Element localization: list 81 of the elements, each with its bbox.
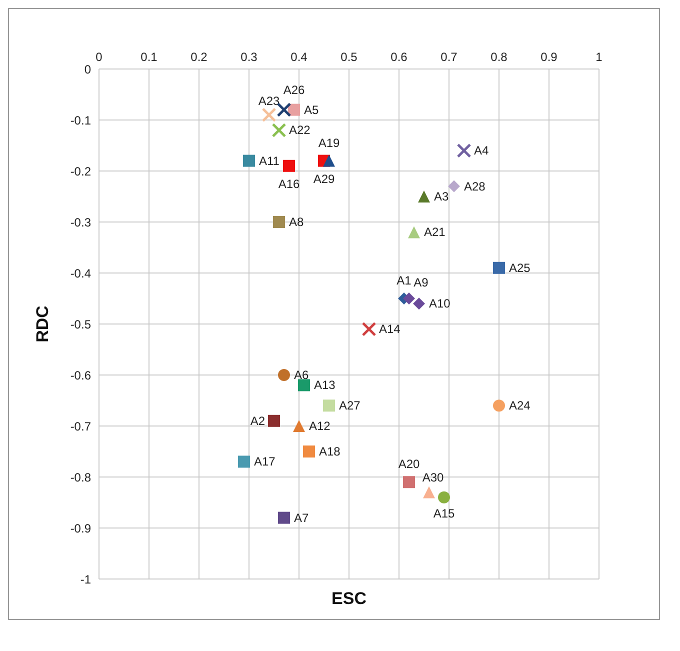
series-label: A28 [464,179,486,194]
point [323,400,335,412]
y-tick-label: -0.8 [70,470,92,484]
x-tick-label: 0.3 [240,50,258,64]
series-label: A5 [304,102,320,117]
x-tick-label: 0.4 [290,50,308,64]
series-label: A6 [294,368,310,382]
series-label: A10 [429,296,451,311]
y-tick-label: -0.7 [70,419,92,434]
point [418,190,430,202]
series-label: A1 [396,274,412,288]
series-label: A18 [319,444,341,458]
x-tick-label: 0 [96,50,103,64]
y-tick-label: -0.2 [70,164,92,178]
y-axis-title: RDC [33,306,52,342]
series-label: A24 [509,398,531,413]
y-tick-label: -0.6 [70,368,92,382]
point [273,216,285,228]
point [456,143,472,158]
point [278,369,290,381]
y-tick-label: -0.3 [70,215,92,230]
series-label: A30 [422,470,444,484]
series-label: A22 [289,123,311,138]
series-label: A15 [433,506,455,520]
point [283,160,295,172]
series-label: A21 [424,225,446,240]
series-label: A4 [474,144,490,158]
point [323,154,335,167]
point [268,414,280,427]
point [362,322,376,336]
y-tick-label: -1 [80,572,92,586]
series-label: A14 [379,322,401,336]
series-label: A8 [289,215,304,229]
x-tick-label: 0.8 [490,50,508,64]
series-label: A26 [283,82,305,97]
y-tick-label: 0 [84,62,92,76]
y-tick-label: -0.4 [70,266,92,280]
x-tick-label: 0.9 [540,50,558,64]
point [493,400,505,412]
series-label: A23 [258,94,280,108]
series-label: A27 [339,398,361,413]
series-label: A13 [314,378,336,392]
x-tick-label: 0.5 [340,50,358,64]
x-axis-title: ESC [330,589,368,609]
y-tick-label: -0.1 [70,113,92,128]
series-label: A2 [250,414,266,428]
point [303,446,315,458]
x-tick-label: 0.1 [140,50,158,64]
point [278,512,290,524]
series-label: A29 [313,172,335,186]
point [403,292,415,304]
x-tick-label: 1 [596,50,603,64]
point [243,154,255,167]
point [262,108,276,122]
series-label: A3 [434,190,450,204]
series-label: A9 [414,276,429,290]
series-label: A17 [254,454,276,469]
point [298,379,310,392]
series-label: A25 [509,260,531,275]
point [438,491,450,504]
x-tick-label: 0.2 [190,50,208,64]
series-label: A20 [398,457,420,472]
point [493,262,505,274]
point [238,456,250,468]
point [403,476,415,488]
x-tick-label: 0.7 [440,50,458,64]
point [293,420,305,432]
x-tick-label: 0.6 [390,50,408,64]
point [288,104,300,116]
point [448,180,460,192]
point [408,226,420,238]
point [413,298,425,310]
y-tick-label: -0.5 [70,317,92,332]
series-label: A7 [294,510,310,525]
point [272,122,286,138]
series-label: A16 [278,176,300,191]
y-tick-label: -0.9 [70,521,92,536]
series-label: A19 [318,136,340,150]
point [423,486,435,498]
series-label: A11 [259,154,280,168]
series-label: A12 [309,419,331,433]
